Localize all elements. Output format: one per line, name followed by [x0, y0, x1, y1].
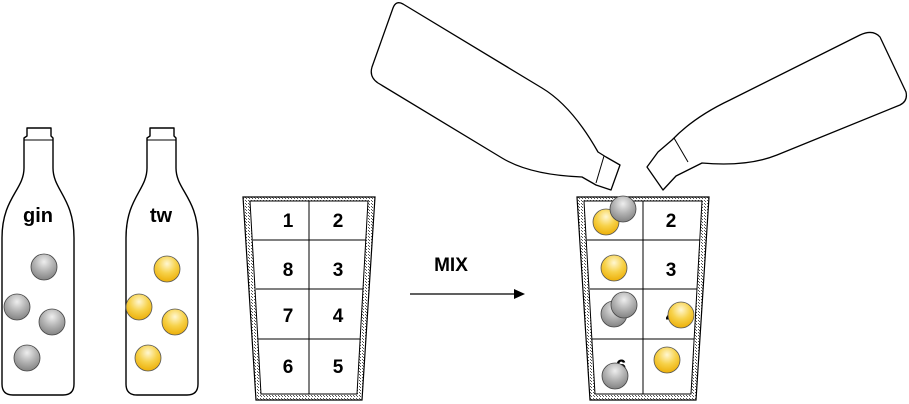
- glass-cell-1: 1: [283, 211, 294, 232]
- tonic-ball: [153, 255, 181, 283]
- glass-cell-6: 6: [283, 357, 294, 378]
- gin-bottle-label: gin: [23, 205, 53, 227]
- tonic-ball: [600, 254, 628, 282]
- tonic-ball: [161, 308, 189, 336]
- gin-ball: [30, 253, 58, 281]
- tonic-ball: [134, 344, 162, 372]
- tonic-bottle: tw: [125, 127, 199, 396]
- pouring-tonic-bottle: [646, 31, 908, 191]
- pouring-tonic-bottle-outline: [646, 31, 908, 191]
- tonic-bottle-label: tw: [150, 205, 173, 227]
- gin-ball: [610, 291, 638, 319]
- gin-ball: [601, 362, 629, 390]
- tonic-ball: [667, 301, 695, 329]
- glass-cell-4: 4: [333, 306, 344, 327]
- gin-bottle-balls: [3, 253, 66, 372]
- mixed-glass-grid: [587, 201, 700, 394]
- pouring-gin-bottle: [370, 2, 621, 191]
- tonic-ball: [653, 346, 681, 374]
- gin-bottle: gin: [1, 127, 75, 396]
- mixed-cell-2: 2: [666, 211, 677, 232]
- glass-cell-3: 3: [333, 260, 344, 281]
- glass-cell-7: 7: [283, 306, 294, 327]
- glass-cell-5: 5: [333, 357, 344, 378]
- gin-ball: [13, 344, 41, 372]
- arrow-head-icon: [514, 289, 525, 299]
- numbered-glass-cells: 1 8 7 6 2 3 4 5: [283, 211, 344, 378]
- glass-cell-2: 2: [333, 211, 344, 232]
- numbered-glass: 1 8 7 6 2 3 4 5: [242, 196, 376, 401]
- numbered-glass-grid: [253, 201, 366, 394]
- gin-ball: [609, 195, 637, 223]
- mixed-cell-3: 3: [666, 260, 677, 281]
- gin-ball: [3, 293, 31, 321]
- pouring-gin-bottle-outline: [370, 2, 621, 191]
- mixed-glass-balls: [592, 195, 695, 390]
- mixed-glass: 2 3 4 5 6: [576, 195, 710, 401]
- tonic-ball: [125, 293, 153, 321]
- gin-ball: [38, 308, 66, 336]
- glass-cell-8: 8: [283, 260, 294, 281]
- mix-arrow: MIX: [410, 255, 525, 299]
- mix-label: MIX: [434, 255, 468, 276]
- tonic-bottle-balls: [125, 255, 189, 372]
